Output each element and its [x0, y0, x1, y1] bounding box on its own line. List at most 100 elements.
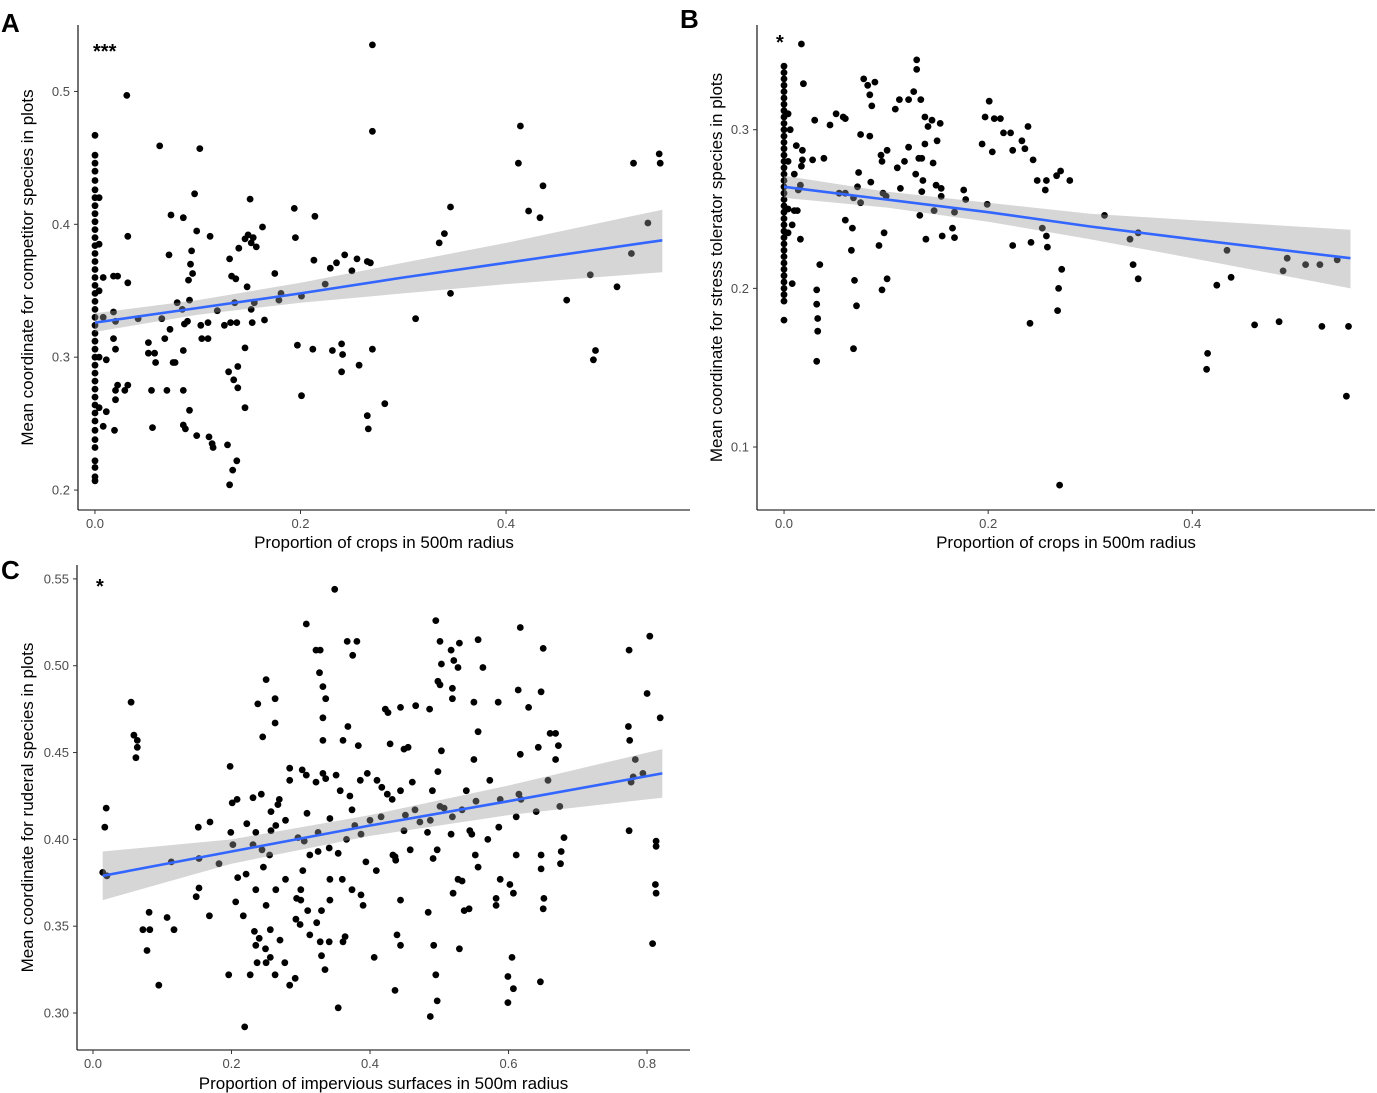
data-point	[179, 387, 187, 394]
data-point	[363, 412, 371, 420]
data-point	[235, 244, 243, 252]
data-point	[341, 251, 349, 259]
data-point	[625, 827, 633, 835]
data-point	[316, 646, 324, 654]
data-point	[91, 477, 99, 485]
data-point	[512, 813, 520, 821]
data-point	[552, 756, 559, 763]
data-point	[332, 771, 340, 779]
data-point	[155, 981, 163, 989]
data-point	[780, 94, 788, 102]
data-point	[252, 886, 260, 894]
data-point	[400, 827, 408, 835]
data-point	[655, 150, 663, 158]
data-point	[173, 299, 181, 307]
data-point	[91, 167, 99, 175]
data-point	[197, 321, 205, 329]
data-point	[167, 211, 175, 219]
data-point	[449, 813, 456, 821]
data-point	[841, 115, 849, 122]
data-point	[555, 742, 562, 749]
data-point	[1318, 323, 1326, 330]
data-point	[292, 915, 300, 923]
data-point	[1041, 186, 1049, 194]
data-point	[990, 115, 998, 122]
data-point	[225, 368, 233, 376]
data-point	[406, 846, 414, 854]
confidence-ribbon	[95, 209, 663, 332]
data-point	[209, 444, 217, 451]
data-point	[185, 276, 192, 284]
data-point	[383, 790, 391, 798]
data-point	[91, 306, 99, 313]
data-point	[516, 750, 524, 758]
data-point	[1343, 392, 1350, 400]
regression-line	[102, 772, 663, 878]
x-tick-label: 0.2	[222, 1056, 240, 1071]
data-point	[798, 40, 805, 48]
data-point	[474, 863, 482, 871]
data-point	[325, 938, 333, 946]
data-point	[91, 131, 99, 139]
data-point	[1058, 265, 1066, 273]
x-axis-title: Proportion of impervious surfaces in 500…	[199, 1074, 568, 1093]
data-point	[921, 140, 929, 148]
data-point	[780, 291, 788, 299]
data-point	[868, 102, 876, 110]
data-point	[179, 347, 187, 354]
data-point	[91, 218, 99, 226]
data-point	[91, 345, 99, 353]
data-point	[1018, 137, 1026, 145]
data-point	[1021, 145, 1029, 153]
data-point	[978, 140, 986, 148]
data-point	[91, 385, 99, 393]
data-point	[433, 846, 441, 854]
data-point	[267, 808, 275, 815]
data-point	[276, 936, 284, 944]
data-point	[813, 357, 821, 365]
data-point	[1275, 318, 1283, 326]
data-point	[91, 282, 99, 289]
data-point	[249, 794, 257, 802]
y-axis-title: Mean coordinate for competitor species i…	[18, 89, 37, 445]
data-point	[262, 945, 269, 953]
data-point	[359, 902, 367, 909]
data-point	[1283, 254, 1291, 262]
data-point	[186, 406, 193, 414]
data-point	[639, 770, 647, 777]
data-point	[867, 178, 875, 186]
data-point	[281, 959, 289, 967]
data-point	[539, 905, 547, 913]
data-point	[462, 787, 470, 795]
data-point	[246, 195, 254, 203]
data-point	[883, 146, 891, 154]
data-point	[242, 870, 250, 878]
data-point	[205, 433, 213, 441]
data-point	[244, 231, 252, 239]
data-point	[271, 971, 279, 979]
data-point	[294, 341, 301, 349]
data-point	[226, 481, 234, 489]
data-point	[298, 392, 305, 400]
data-point	[353, 638, 361, 645]
data-point	[456, 639, 463, 647]
data-point	[194, 823, 202, 831]
data-point	[339, 351, 346, 358]
data-point	[784, 158, 792, 165]
data-point	[348, 886, 356, 894]
data-point	[91, 226, 99, 234]
data-point	[997, 115, 1004, 122]
data-point	[182, 425, 189, 433]
x-tick-label: 0.2	[291, 516, 309, 531]
data-point	[466, 827, 474, 835]
data-point	[537, 851, 545, 859]
data-point	[343, 836, 350, 843]
data-point	[788, 221, 796, 229]
data-point	[282, 816, 289, 824]
data-point	[506, 881, 514, 888]
data-point	[225, 971, 233, 979]
data-point	[536, 214, 544, 222]
data-point	[228, 799, 236, 807]
data-point	[91, 393, 99, 401]
data-point	[1316, 261, 1324, 268]
